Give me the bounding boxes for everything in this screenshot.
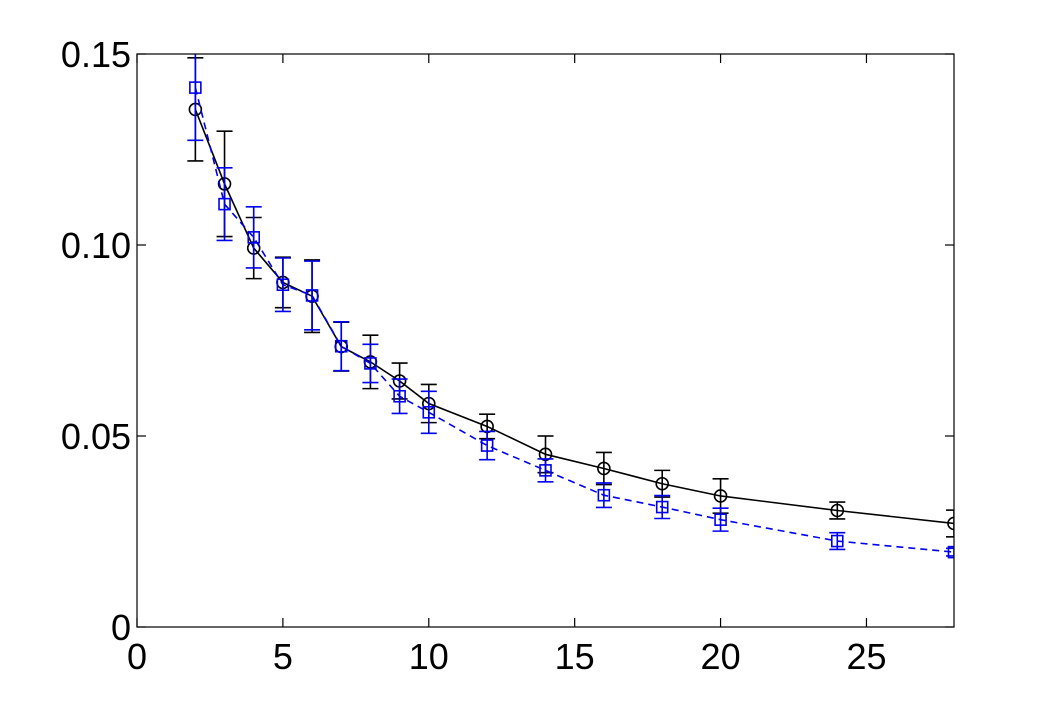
x-tick-label: 0 — [127, 636, 147, 677]
error-bar — [537, 458, 554, 483]
data-point — [655, 476, 670, 491]
data-point — [539, 464, 552, 477]
series-1 — [187, 54, 954, 559]
error-bar — [333, 320, 350, 372]
data-point — [218, 197, 231, 211]
error-bar — [362, 343, 379, 384]
data-point — [334, 339, 348, 353]
error-bar — [245, 206, 262, 269]
x-tick-label: 20 — [701, 636, 741, 677]
error-bar — [479, 430, 496, 461]
data-point — [714, 513, 727, 526]
data-point — [655, 500, 669, 514]
data-point — [947, 516, 954, 531]
plot-area — [137, 54, 954, 627]
data-point — [597, 461, 611, 476]
x-tick-label: 15 — [555, 636, 595, 677]
series-line — [194, 109, 954, 525]
data-point — [189, 81, 202, 94]
y-tick-label: 0.05 — [61, 416, 131, 457]
y-tick-label: 0.10 — [61, 225, 131, 266]
data-point — [597, 488, 611, 502]
y-tick-label: 0 — [111, 607, 131, 648]
x-tick-label: 10 — [409, 636, 449, 677]
data-point — [393, 389, 406, 403]
data-point — [276, 278, 290, 292]
x-tick-label: 25 — [846, 636, 886, 677]
data-point — [305, 289, 319, 302]
data-point — [422, 406, 436, 419]
data-point — [713, 489, 728, 503]
y-tick-label: 0.15 — [61, 34, 131, 75]
data-point — [480, 439, 494, 452]
axes-frame — [136, 53, 955, 628]
data-point — [947, 545, 954, 559]
data-point — [830, 534, 844, 548]
series-line — [194, 87, 954, 553]
data-point — [830, 503, 845, 518]
data-point — [364, 357, 377, 370]
error-bar — [946, 509, 954, 538]
x-tick-label: 5 — [273, 636, 293, 677]
data-point — [247, 231, 261, 244]
error-bar — [304, 260, 321, 331]
